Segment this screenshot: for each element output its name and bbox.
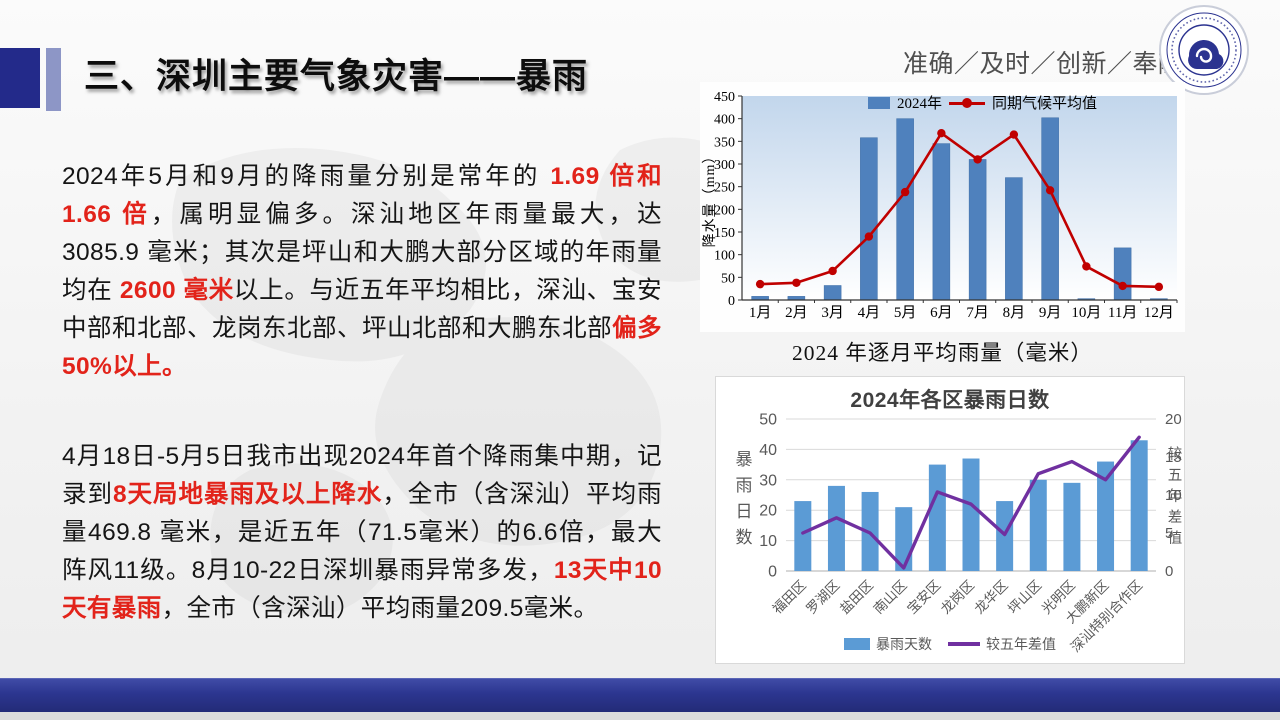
svg-text:350: 350 (714, 135, 735, 150)
svg-text:龙岗区: 龙岗区 (938, 578, 977, 617)
district-chart-legend: 暴雨天数 较五年差值 (716, 634, 1184, 654)
motto-text: 准确／及时／创新／奉献 (903, 50, 1184, 78)
monthly-rainfall-chart-canvas: 0 50 100 150 200 250 300 350 400 450 1月 2月 3月 4月 5月 6月 7… (702, 90, 1178, 321)
monthly-chart-caption: 2024 年逐月平均雨量（毫米） (792, 341, 1093, 365)
text-run: ，全市（含深汕）平均雨量469.8 毫米，是近五年（71.5毫米）的6.6倍，最… (62, 480, 662, 584)
text-run: ，全市（含深汕）平均雨量209.5毫米。 (161, 594, 599, 622)
legend-label-climate-average: 同期气候平均值 (992, 96, 1098, 112)
svg-text:10月: 10月 (1071, 305, 1101, 321)
legend-bar-swatch (868, 96, 890, 109)
legend-label-5yr-diff: 较五年差值 (986, 636, 1056, 652)
svg-text:20: 20 (759, 503, 777, 520)
svg-text:300: 300 (714, 158, 735, 173)
text-run: 以上。与近五年平均相比，深汕、宝安中部和北部、龙岗东北部、坪山北部和大鹏东北部 (62, 276, 662, 342)
legend-label-storm-days: 暴雨天数 (876, 636, 932, 652)
svg-text:年: 年 (1168, 488, 1183, 505)
monthly-rainfall-chart: 0 50 100 150 200 250 300 350 400 450 1月 2月 3月 4月 5月 6月 7… (700, 82, 1185, 332)
svg-text:100: 100 (714, 249, 735, 264)
svg-text:五: 五 (1168, 468, 1183, 484)
svg-text:4月: 4月 (858, 305, 881, 321)
svg-text:50: 50 (759, 412, 777, 429)
svg-text:10: 10 (1165, 487, 1182, 504)
monthly-chart-legend: 2024年 同期气候平均值 (868, 92, 1097, 113)
svg-text:数: 数 (736, 528, 753, 547)
svg-text:10: 10 (759, 533, 777, 550)
svg-text:值: 值 (1168, 530, 1183, 547)
svg-text:8月: 8月 (1003, 305, 1026, 321)
page-title: 三、深圳主要气象灾害——暴雨 (84, 57, 589, 96)
svg-text:50: 50 (721, 271, 735, 286)
svg-text:罗湖区: 罗湖区 (803, 578, 842, 617)
text-run: 4月18日-5月5日我市出现2024年首个降雨集中期，记录到 (62, 442, 662, 508)
svg-text:较: 较 (1168, 445, 1183, 463)
district-rainstorm-chart: 0 10 20 30 40 50 0 5 10 15 20 福田区 罗湖区 盐田区 南山区 宝安区 龙岗区 龙华区… (715, 376, 1185, 664)
legend-label-2024: 2024年 (897, 96, 943, 112)
svg-text:40: 40 (759, 442, 777, 459)
svg-text:盐田区: 盐田区 (837, 578, 876, 617)
highlight-8days: 8天局地暴雨及以上降水 (112, 480, 383, 508)
svg-text:30: 30 (759, 472, 777, 489)
highlight-ratio: 1.69 倍和 1.66 倍 (62, 162, 662, 228)
legend-bar-swatch (844, 638, 870, 650)
svg-text:雨: 雨 (736, 476, 753, 495)
footer-band (0, 678, 1280, 712)
paragraph-rainfall-overview: 2024年5月和9月的降雨量分别是常年的 1.69 倍和 1.66 倍，属明显偏… (62, 158, 662, 386)
svg-text:降水量（mm）: 降水量（mm） (702, 149, 718, 248)
district-chart-title: 2024年各区暴雨日数 (850, 389, 1050, 412)
title-accent-dark (0, 48, 40, 108)
svg-text:5月: 5月 (894, 305, 917, 321)
svg-text:12月: 12月 (1144, 305, 1174, 321)
footer-strip (0, 712, 1280, 720)
legend-line-marker (949, 97, 986, 109)
svg-text:暴: 暴 (736, 450, 753, 469)
svg-text:6月: 6月 (930, 305, 953, 321)
svg-text:1月: 1月 (749, 305, 772, 321)
svg-text:450: 450 (714, 90, 735, 105)
svg-text:福田区: 福田区 (770, 578, 809, 617)
legend-line-marker (948, 642, 980, 646)
text-run: ，属明显偏多。深汕地区年雨量最大，达3085.9 毫米；其次是坪山和大鹏大部分区… (62, 200, 662, 304)
svg-text:3月: 3月 (821, 305, 844, 321)
highlight-2600mm: 2600 毫米 (119, 276, 234, 304)
svg-text:5: 5 (1165, 525, 1173, 542)
svg-text:15: 15 (1165, 449, 1182, 466)
title-accent-light (46, 48, 61, 111)
svg-text:20: 20 (1165, 411, 1182, 428)
svg-text:宝安区: 宝安区 (904, 578, 943, 617)
svg-text:250: 250 (714, 181, 735, 196)
svg-text:0: 0 (1165, 563, 1173, 580)
svg-text:400: 400 (714, 113, 735, 128)
svg-text:7月: 7月 (966, 305, 989, 321)
svg-text:0: 0 (768, 564, 777, 581)
svg-text:150: 150 (714, 226, 735, 241)
district-rainstorm-chart-canvas: 0 10 20 30 40 50 0 5 10 15 20 福田区罗湖区盐田区南山区宝安区龙岗区龙华区… (736, 411, 1183, 655)
svg-text:2月: 2月 (785, 305, 808, 321)
svg-text:0: 0 (728, 294, 735, 309)
svg-text:200: 200 (714, 203, 735, 218)
svg-text:龙华区: 龙华区 (972, 578, 1011, 617)
highlight-50pct: 偏多50%以上。 (62, 314, 662, 380)
text-run: 2024年5月和9月的降雨量分别是常年的 (62, 162, 551, 190)
svg-text:差: 差 (1168, 509, 1183, 526)
svg-text:坪山区: 坪山区 (1005, 578, 1044, 617)
paragraph-rain-events: 4月18日-5月5日我市出现2024年首个降雨集中期，记录到8天局地暴雨及以上降… (62, 438, 662, 628)
meteorological-bureau-logo-icon (1159, 5, 1249, 95)
svg-text:南山区: 南山区 (871, 578, 910, 617)
svg-text:11月: 11月 (1108, 305, 1137, 321)
svg-text:9月: 9月 (1039, 305, 1062, 321)
svg-text:日: 日 (736, 502, 753, 521)
highlight-13-10: 13天中10天有暴雨 (62, 556, 663, 622)
